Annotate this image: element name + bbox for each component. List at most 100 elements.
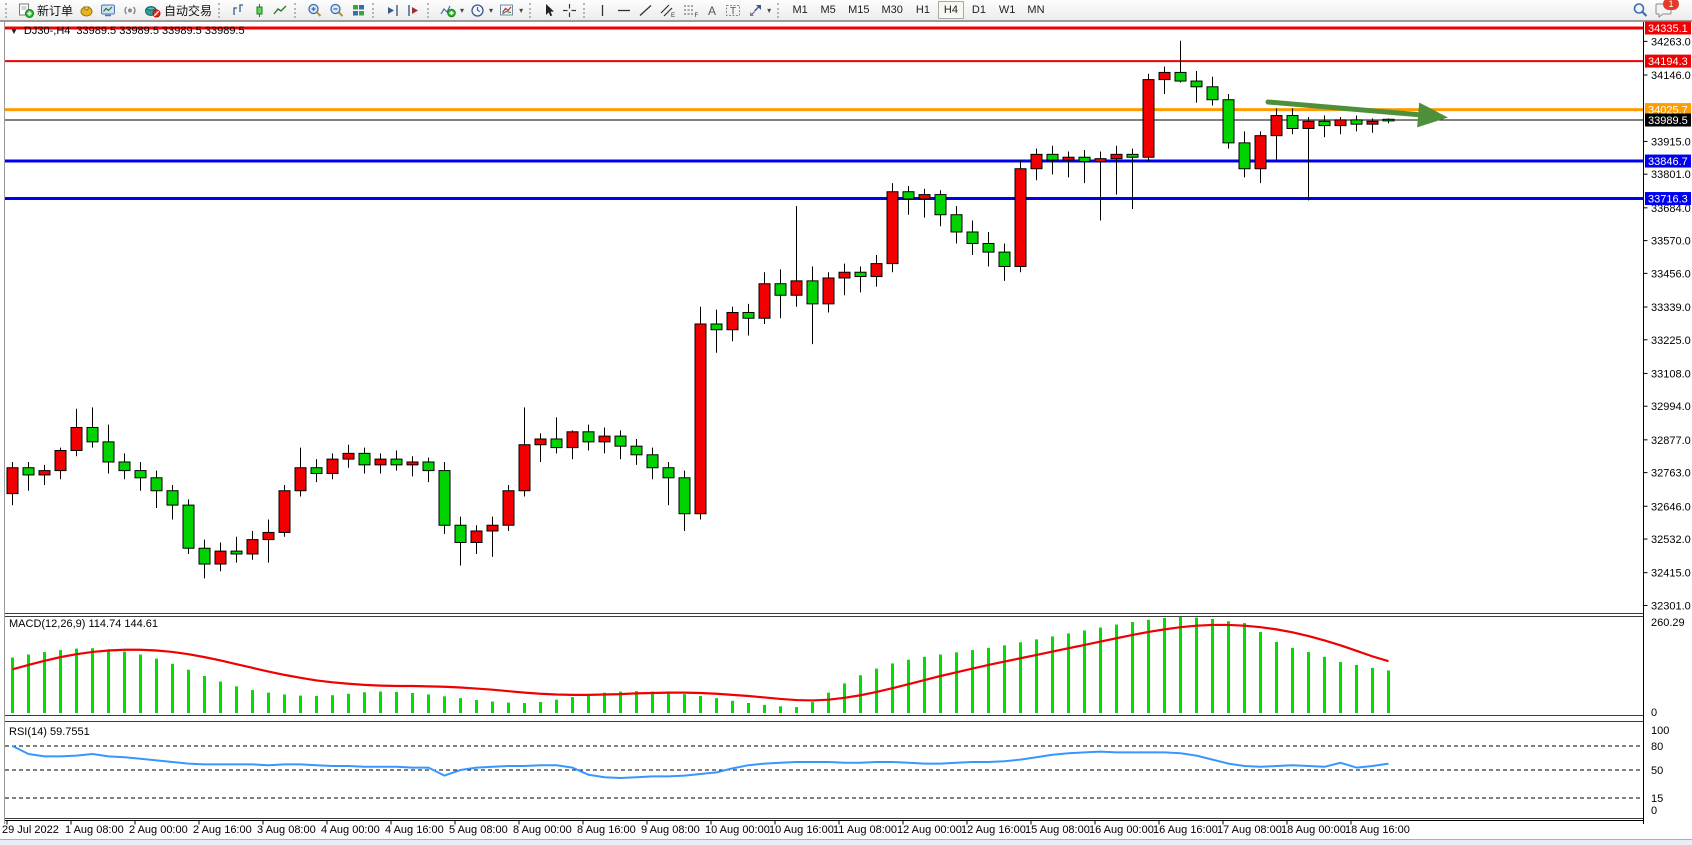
autotrading-label: 自动交易 [164, 3, 213, 18]
dropdown-caret: ▾ [767, 5, 772, 15]
candle [1334, 119, 1347, 127]
timeframe-button-H4[interactable]: H4 [937, 1, 964, 19]
main-toolbar: 新订单 自动交易 [0, 0, 1692, 21]
new-order-icon [19, 3, 34, 18]
candle [358, 452, 371, 466]
macd-histogram-bar [363, 692, 366, 713]
candle [678, 477, 691, 515]
trendline-button[interactable] [635, 1, 656, 20]
price-tick-label: 34263.0 [1651, 36, 1691, 48]
text-label-button[interactable]: T [722, 1, 745, 20]
candle [550, 438, 563, 449]
price-axis[interactable]: 34263.0 34146.0 33915.0 33801.0 33684.0 33570… [1643, 21, 1692, 613]
autotrading-button[interactable]: 自动交易 [141, 1, 215, 20]
macd-histogram-bar [1195, 617, 1198, 713]
fibonacci-button[interactable]: F [679, 1, 702, 20]
timeframe-button-H1[interactable]: H1 [910, 1, 936, 19]
vertical-line-button[interactable] [593, 1, 613, 20]
rsi-panel[interactable]: RSI(14) 59.7551 100 80 50 150 [5, 725, 1669, 817]
candle [790, 280, 803, 296]
channel-button[interactable]: E [656, 1, 679, 20]
macd-histogram-bar [939, 654, 942, 713]
price-chart[interactable]: 34263.0 34146.0 33915.0 33801.0 33684.0 33570… [0, 21, 1692, 845]
macd-histogram-bar [331, 695, 334, 713]
auto-scroll-icon [388, 4, 398, 16]
text-button[interactable]: A [702, 1, 722, 20]
time-axis[interactable]: 29 Jul 2022 1 Aug 08:00 2 Aug 00:00 2 Aug 1… [2, 820, 1410, 837]
toolbar-grip [529, 2, 535, 18]
macd-panel[interactable]: MACD(12,26,9) 114.74 144.61 260.29 0 [9, 616, 1685, 719]
zoom-out-icon [330, 3, 344, 17]
dropdown-caret: ▾ [519, 5, 524, 15]
time-tick-label: 15 Aug 08:00 [1025, 824, 1090, 836]
candle [214, 550, 227, 565]
tile-windows-icon [353, 4, 365, 15]
timeframe-button-M5[interactable]: M5 [815, 1, 841, 19]
candle [6, 467, 19, 495]
indicators-button[interactable]: ▾ [437, 1, 467, 20]
candlestick-chart-button[interactable] [249, 1, 270, 20]
time-tick-label: 11 Aug 08:00 [833, 824, 897, 836]
crosshair-button[interactable] [559, 1, 580, 20]
candle [38, 470, 51, 476]
terminal-button[interactable] [97, 1, 119, 20]
tile-windows-button[interactable] [348, 1, 369, 20]
macd-histogram-bar [571, 697, 574, 713]
periods-button[interactable]: ▾ [467, 1, 496, 20]
timeframe-button-W1[interactable]: W1 [994, 1, 1021, 19]
candle [758, 283, 771, 319]
price-lines-layer [5, 26, 1643, 201]
horizontal-line-icon [618, 9, 631, 11]
candle [934, 194, 947, 216]
timeframe-button-D1[interactable]: D1 [966, 1, 992, 19]
chart-shift-button[interactable] [403, 1, 424, 20]
macd-histogram-bar [635, 691, 638, 713]
candle [486, 524, 499, 532]
dropdown-caret: ▾ [489, 5, 494, 15]
chart-collapse-icon[interactable]: ▼ [10, 26, 18, 36]
price-line-label-33989.5: 33989.5 [1645, 113, 1691, 127]
svg-text:A: A [708, 4, 716, 18]
candle [854, 271, 867, 278]
candle [918, 194, 931, 200]
new-order-button[interactable]: 新订单 [15, 1, 76, 20]
macd-histogram-bar [683, 694, 686, 713]
auto-scroll-button[interactable] [382, 1, 403, 20]
arrows-button[interactable]: ▾ [745, 1, 774, 20]
signals-button[interactable] [119, 1, 141, 20]
clock-icon [471, 3, 484, 17]
macd-histogram-bar [619, 691, 622, 713]
timeframe-button-M15[interactable]: M15 [843, 1, 874, 19]
candle [950, 214, 963, 233]
notifications-button[interactable]: 1 [1652, 0, 1679, 20]
candle [1254, 135, 1267, 170]
zoom-out-button[interactable] [326, 1, 348, 20]
new-chart-button[interactable] [76, 1, 97, 20]
time-tick-label: 2 Aug 00:00 [129, 824, 188, 836]
timeframe-button-M30[interactable]: M30 [877, 1, 908, 19]
candle [182, 504, 195, 549]
timeframe-button-MN[interactable]: MN [1022, 1, 1049, 19]
time-tick-label: 17 Aug 08:00 [1217, 824, 1282, 836]
templates-button[interactable]: ▾ [496, 1, 526, 20]
search-button[interactable] [1629, 1, 1652, 20]
time-tick-label: 10 Aug 16:00 [769, 824, 834, 836]
line-chart-button[interactable] [270, 1, 291, 20]
cursor-icon [546, 3, 555, 16]
trend-arrow-annotation[interactable] [1265, 99, 1448, 128]
macd-histogram-bar [603, 692, 606, 713]
bar-chart-button[interactable] [228, 1, 249, 20]
candle [54, 449, 67, 472]
timeframe-button-M1[interactable]: M1 [787, 1, 813, 19]
macd-histogram-bar [795, 707, 798, 713]
time-tick-label: 16 Aug 16:00 [1153, 824, 1218, 836]
macd-histogram-bar [459, 698, 462, 713]
macd-histogram-bar [219, 681, 222, 713]
toolbar-grip [777, 2, 783, 18]
cursor-button[interactable] [539, 1, 559, 20]
horizontal-line-button[interactable] [613, 1, 635, 20]
macd-histogram-bar [27, 654, 30, 713]
rsi-axis-label: 100 [1651, 725, 1669, 737]
zoom-in-button[interactable] [304, 1, 326, 20]
macd-histogram-bar [1275, 641, 1278, 713]
